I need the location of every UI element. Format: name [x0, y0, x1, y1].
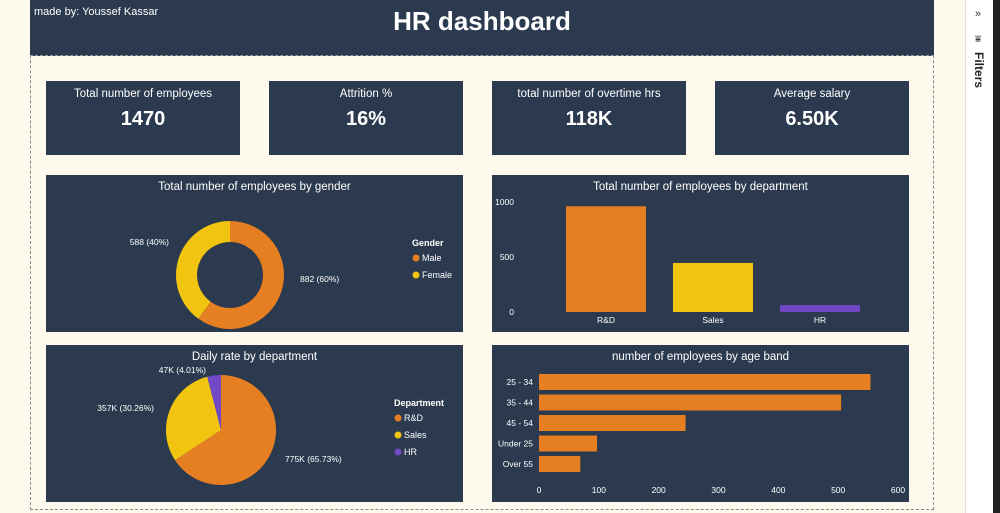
legend-title: Department — [394, 398, 444, 408]
kpi-card-attrition[interactable]: Attrition % 16% — [269, 81, 463, 155]
chart-title: Total number of employees by department — [593, 181, 808, 193]
x-tick-label: 400 — [771, 485, 785, 495]
kpi-label: Average salary — [773, 88, 851, 100]
x-tick-label: Sales — [702, 315, 723, 325]
bar-3 — [539, 435, 598, 452]
y-tick-label: Under 25 — [498, 439, 533, 449]
filter-icon: ⩸ — [975, 34, 982, 45]
kpi-card-employees[interactable]: Total number of employees 1470 — [46, 81, 240, 155]
legend-marker — [412, 271, 420, 279]
pie-slice-sales — [166, 376, 221, 461]
pie-slice-female — [176, 221, 230, 319]
header-banner: made by: Youssef Kassar HR dashboard — [30, 0, 934, 56]
report-canvas — [30, 0, 934, 510]
chart-title: Daily rate by department — [191, 351, 318, 363]
legend-item: Female — [422, 270, 452, 280]
data-label: 47K (4.01%) — [159, 365, 206, 375]
data-label: 882 (60%) — [300, 274, 339, 284]
bar-1 — [673, 262, 753, 312]
department-bar-chart[interactable]: Total number of employees by department … — [492, 175, 909, 332]
filters-label[interactable]: Filters — [972, 52, 986, 89]
legend-item: HR — [404, 447, 417, 457]
kpi-label: Attrition % — [339, 88, 393, 100]
bar-4 — [539, 456, 581, 472]
y-tick-label: 1000 — [495, 197, 514, 207]
double-chevron-right-icon[interactable]: » — [975, 8, 982, 20]
data-label: 775K (65.73%) — [285, 454, 342, 464]
page-title: HR dashboard — [393, 6, 571, 36]
data-label: 357K (30.26%) — [97, 403, 154, 413]
kpi-value: 6.50K — [785, 108, 839, 130]
kpi-value: 118K — [565, 108, 613, 130]
chart-title: Total number of employees by gender — [158, 181, 351, 193]
data-label: 588 (40%) — [130, 237, 169, 247]
pie-slice-male — [198, 221, 284, 329]
x-tick-label: 200 — [652, 485, 666, 495]
y-tick-label: 25 - 34 — [507, 377, 534, 387]
x-tick-label: 0 — [537, 485, 542, 495]
x-tick-label: R&D — [597, 315, 615, 325]
legend-item: Sales — [404, 430, 427, 440]
kpi-card-salary[interactable]: Average salary 6.50K — [715, 81, 909, 155]
pie-slice-rd — [175, 375, 276, 485]
bar-2 — [539, 415, 686, 431]
kpi-value: 16% — [345, 108, 387, 130]
legend-item: Male — [422, 253, 442, 263]
y-tick-label: 0 — [509, 307, 514, 317]
filters-pane[interactable]: » ⩸ Filters — [965, 0, 993, 513]
y-tick-label: 500 — [500, 252, 514, 262]
kpi-card-overtime[interactable]: total number of overtime hrs 118K — [492, 81, 686, 155]
y-tick-label: Over 55 — [503, 459, 534, 469]
pie-slice-hr — [207, 375, 221, 430]
bar-0 — [566, 206, 646, 312]
bar-1 — [539, 394, 842, 411]
y-tick-label: 35 - 44 — [507, 398, 534, 408]
x-tick-label: 600 — [891, 485, 905, 495]
author-text: made by: Youssef Kassar — [34, 6, 159, 18]
chart-title: number of employees by age band — [611, 351, 790, 363]
legend-marker — [394, 414, 402, 422]
kpi-value: 1470 — [120, 108, 166, 130]
legend-title: Gender — [412, 238, 444, 248]
legend-marker — [412, 254, 420, 262]
x-tick-label: 500 — [831, 485, 845, 495]
legend-item: R&D — [404, 413, 424, 423]
gender-donut-chart[interactable]: Total number of employees by gender 882 … — [46, 175, 463, 332]
scrollbar[interactable] — [993, 0, 1000, 513]
x-tick-label: 300 — [711, 485, 725, 495]
x-tick-label: 100 — [592, 485, 606, 495]
legend-marker — [394, 448, 402, 456]
bar-2 — [780, 305, 860, 312]
y-tick-label: 45 - 54 — [507, 418, 534, 428]
x-tick-label: HR — [814, 315, 826, 325]
kpi-label: Total number of employees — [73, 88, 213, 100]
legend-marker — [394, 431, 402, 439]
bar-0 — [539, 374, 871, 390]
daily-rate-pie-chart[interactable]: Daily rate by department 775K (65.73%) 35… — [46, 345, 463, 502]
age-band-bar-chart[interactable]: number of employees by age band 25 - 34 3… — [492, 345, 909, 502]
kpi-label: total number of overtime hrs — [517, 88, 661, 100]
